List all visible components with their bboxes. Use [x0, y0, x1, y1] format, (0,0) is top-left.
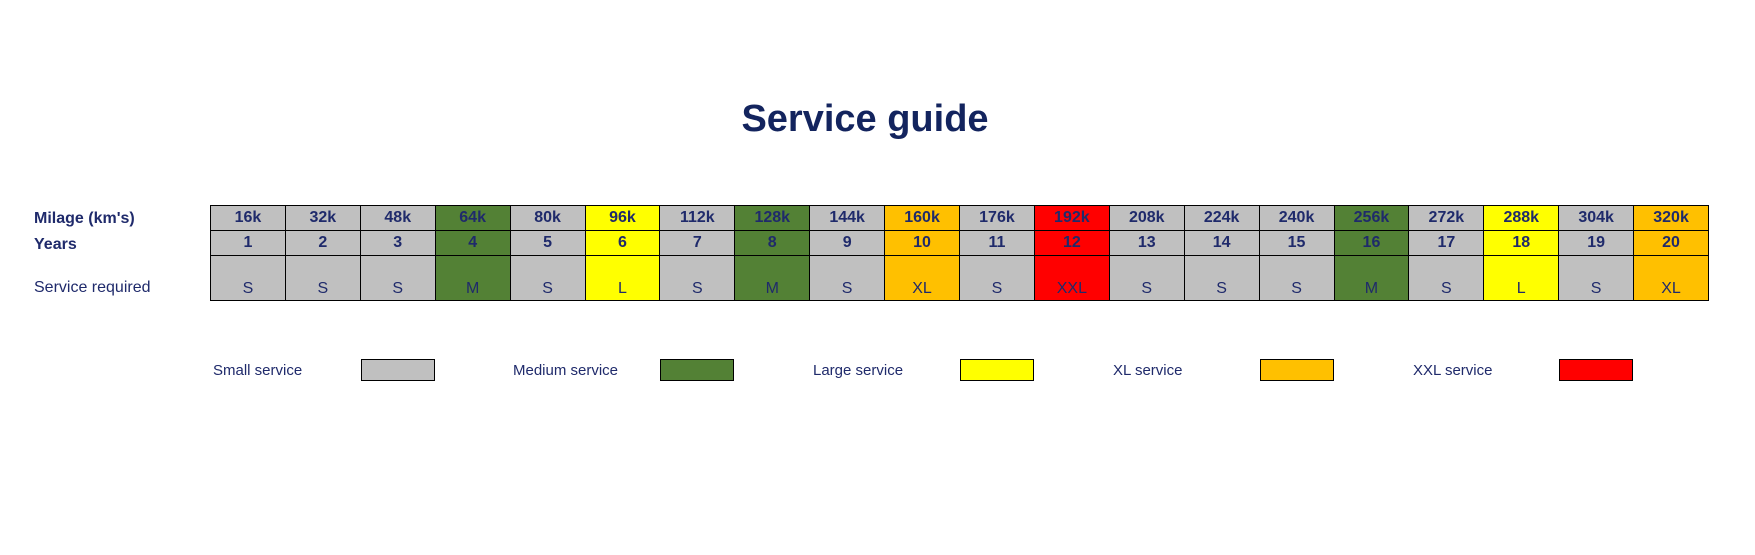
legend-label: Large service	[813, 362, 904, 379]
year-cell: 17	[1409, 231, 1485, 256]
mileage-cell: 160k	[885, 206, 960, 231]
service-cell: S	[285, 256, 361, 301]
year-cell: 7	[660, 231, 736, 256]
legend-swatch	[960, 359, 1034, 381]
legend-swatch	[660, 359, 734, 381]
year-cell: 12	[1034, 231, 1110, 256]
service-cell: S	[960, 256, 1035, 301]
service-cell: L	[585, 256, 661, 301]
year-cell: 20	[1634, 231, 1709, 256]
service-row-label: Service required	[34, 279, 151, 296]
mileage-cell: 288k	[1484, 206, 1560, 231]
mileage-cell: 48k	[360, 206, 436, 231]
mileage-cell: 272k	[1409, 206, 1485, 231]
year-cell: 16	[1334, 231, 1410, 256]
service-cell: XL	[1634, 256, 1709, 301]
service-cell: XL	[885, 256, 960, 301]
mileage-cell: 128k	[735, 206, 811, 231]
year-cell: 15	[1259, 231, 1335, 256]
service-cell: M	[435, 256, 511, 301]
service-cell: S	[360, 256, 436, 301]
mileage-cell: 64k	[435, 206, 511, 231]
service-cell: S	[211, 256, 286, 301]
mileage-cell: 144k	[810, 206, 886, 231]
year-cell: 13	[1109, 231, 1185, 256]
mileage-row-label: Milage (km's)	[34, 210, 135, 227]
years-row-label: Years	[34, 236, 77, 253]
mileage-cell: 208k	[1109, 206, 1185, 231]
year-cell: 4	[435, 231, 511, 256]
legend-swatch	[361, 359, 435, 381]
mileage-cell: 304k	[1559, 206, 1635, 231]
legend-swatch	[1260, 359, 1334, 381]
year-cell: 8	[735, 231, 811, 256]
year-cell: 6	[585, 231, 661, 256]
service-cell: M	[735, 256, 811, 301]
mileage-cell: 240k	[1259, 206, 1335, 231]
service-cell: S	[1259, 256, 1335, 301]
service-grid: 16k 32k 48k 64k 80k 96k 112k 128k 144k 160k 176k 19…	[210, 205, 1709, 301]
year-cell: 14	[1184, 231, 1260, 256]
year-cell: 9	[810, 231, 886, 256]
service-cell: S	[1409, 256, 1485, 301]
mileage-cell: 176k	[960, 206, 1035, 231]
year-cell: 1	[211, 231, 286, 256]
service-cell: S	[1184, 256, 1260, 301]
legend-label: Small service	[213, 362, 303, 379]
mileage-cell: 320k	[1634, 206, 1709, 231]
legend-swatch	[1559, 359, 1633, 381]
legend-label: Medium service	[513, 362, 619, 379]
service-cell: S	[1109, 256, 1185, 301]
mileage-cell: 112k	[660, 206, 736, 231]
year-cell: 11	[960, 231, 1035, 256]
legend-label: XXL service	[1413, 362, 1493, 379]
service-cell: XXL	[1034, 256, 1110, 301]
service-cell: S	[510, 256, 586, 301]
service-cell: S	[810, 256, 886, 301]
legend-label: XL service	[1113, 362, 1183, 379]
year-cell: 19	[1559, 231, 1635, 256]
service-cell: L	[1484, 256, 1560, 301]
page-title: Service guide	[741, 98, 989, 140]
mileage-cell: 80k	[510, 206, 586, 231]
service-cell: S	[1559, 256, 1635, 301]
year-cell: 5	[510, 231, 586, 256]
mileage-cell: 16k	[211, 206, 286, 231]
year-cell: 18	[1484, 231, 1560, 256]
service-cell: S	[660, 256, 736, 301]
mileage-cell: 224k	[1184, 206, 1260, 231]
mileage-cell: 192k	[1034, 206, 1110, 231]
year-cell: 3	[360, 231, 436, 256]
year-cell: 10	[885, 231, 960, 256]
mileage-cell: 32k	[285, 206, 361, 231]
mileage-cell: 256k	[1334, 206, 1410, 231]
service-cell: M	[1334, 256, 1410, 301]
mileage-cell: 96k	[585, 206, 661, 231]
year-cell: 2	[285, 231, 361, 256]
